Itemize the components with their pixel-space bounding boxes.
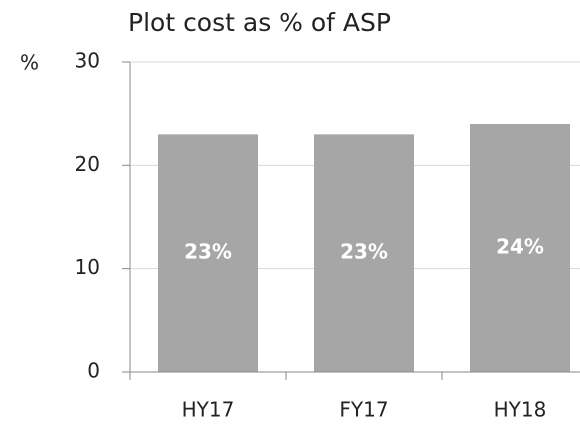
bar: [158, 134, 258, 372]
y-tick-label: 10: [75, 255, 100, 279]
y-tick-label: 30: [75, 49, 100, 73]
x-tick-label: HY18: [494, 398, 547, 422]
value-label: 23%: [184, 240, 232, 264]
x-tick-label: HY17: [182, 398, 235, 422]
y-tick-label: 20: [75, 152, 100, 176]
y-axis-label: %: [20, 51, 39, 75]
value-label: 24%: [496, 235, 544, 259]
value-label: 23%: [340, 240, 388, 264]
bar: [470, 124, 570, 372]
chart-title: Plot cost as % of ASP: [128, 8, 391, 37]
y-tick-label: 0: [87, 359, 100, 383]
x-tick-label: FY17: [339, 398, 388, 422]
bar: [314, 134, 414, 372]
